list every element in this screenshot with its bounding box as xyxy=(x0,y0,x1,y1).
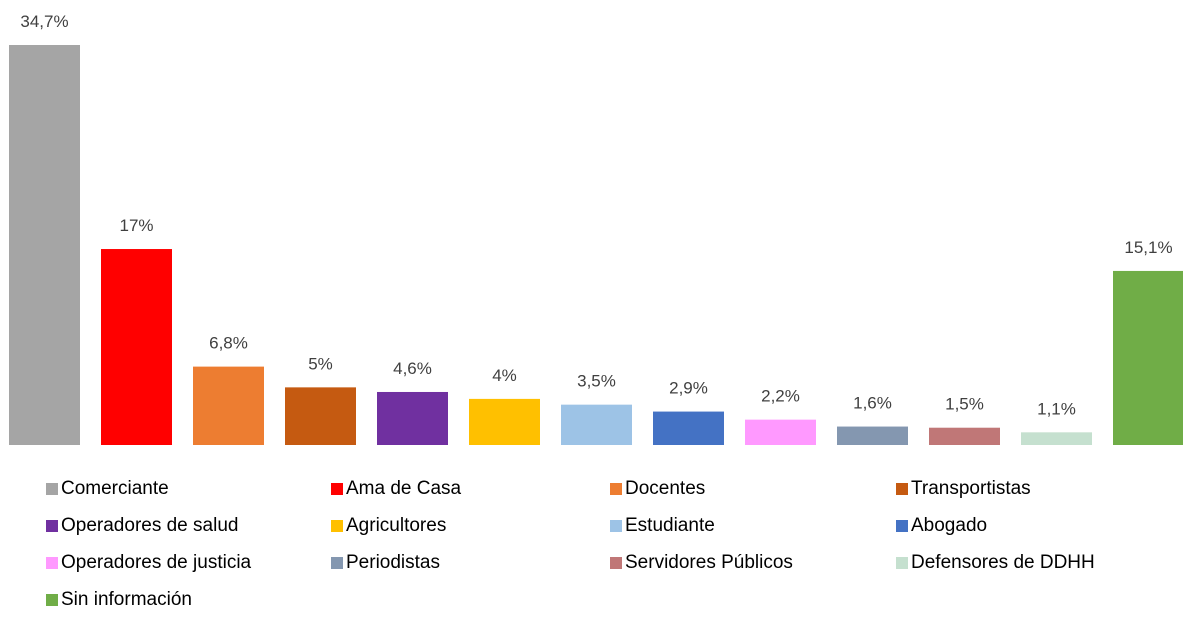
legend-label: Servidores Públicos xyxy=(625,552,793,573)
legend-swatch xyxy=(896,557,908,569)
bar xyxy=(929,427,1000,445)
value-label: 34,7% xyxy=(20,12,68,31)
legend-label: Periodistas xyxy=(346,552,440,573)
legend-swatch xyxy=(46,483,58,495)
bar xyxy=(745,419,816,445)
value-label: 3,5% xyxy=(577,372,616,391)
legend-label: Defensores de DDHH xyxy=(911,552,1095,573)
legend-label: Transportistas xyxy=(911,478,1031,499)
legend-swatch xyxy=(610,557,622,569)
legend-label: Operadores de salud xyxy=(61,515,238,536)
legend-swatch xyxy=(46,520,58,532)
value-label: 5% xyxy=(308,354,333,373)
bar xyxy=(1021,432,1092,445)
value-label: 1,6% xyxy=(853,394,892,413)
legend-swatch xyxy=(331,557,343,569)
value-label: 6,8% xyxy=(209,334,248,353)
value-label: 17% xyxy=(119,216,153,235)
legend-swatch xyxy=(46,557,58,569)
bar xyxy=(1113,270,1183,445)
value-label: 2,2% xyxy=(761,387,800,406)
value-label: 15,1% xyxy=(1124,238,1172,257)
legend-label: Estudiante xyxy=(625,515,715,536)
value-label: 4,6% xyxy=(393,359,432,378)
bar xyxy=(9,45,80,445)
bar xyxy=(469,398,540,445)
value-label: 1,5% xyxy=(945,395,984,414)
legend-label: Abogado xyxy=(911,515,987,536)
bar xyxy=(837,426,908,445)
bar xyxy=(285,387,356,445)
bar xyxy=(561,404,632,445)
legend-swatch xyxy=(610,520,622,532)
bar xyxy=(193,366,264,445)
legend-label: Agricultores xyxy=(346,515,446,536)
legend-label: Sin información xyxy=(61,589,192,610)
legend-swatch xyxy=(610,483,622,495)
legend-swatch xyxy=(896,483,908,495)
value-label: 4% xyxy=(492,366,517,385)
bar xyxy=(101,249,172,445)
bar xyxy=(377,391,448,445)
legend-label: Docentes xyxy=(625,478,705,499)
legend-swatch xyxy=(331,483,343,495)
bar xyxy=(653,411,724,445)
legend-swatch xyxy=(896,520,908,532)
value-label: 1,1% xyxy=(1037,399,1076,418)
value-label: 2,9% xyxy=(669,379,708,398)
legend-swatch xyxy=(331,520,343,532)
legend-label: Comerciante xyxy=(61,478,169,499)
legend-label: Operadores de justicia xyxy=(61,552,252,573)
legend-label: Ama de Casa xyxy=(346,478,462,499)
legend-swatch xyxy=(46,594,58,606)
